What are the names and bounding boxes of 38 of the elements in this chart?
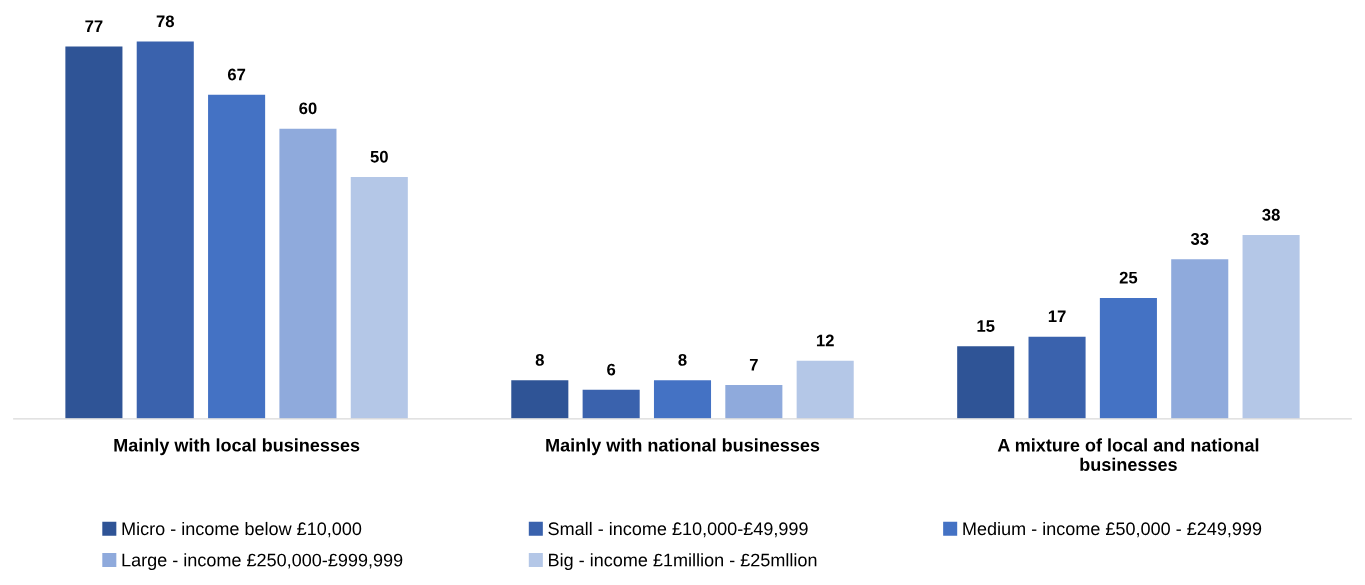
legend-label: Large - income £250,000-£999,999 <box>122 553 403 570</box>
data-label: 25 <box>1119 271 1138 284</box>
data-label: 78 <box>156 15 175 28</box>
bar <box>957 346 1015 419</box>
data-label: 7 <box>749 358 758 371</box>
x-tick-label: Mainly with national businesses <box>546 438 820 456</box>
data-label: 50 <box>370 150 388 163</box>
data-label: 15 <box>977 320 995 332</box>
legend-label: Medium - income £50,000 - £249,999 <box>963 521 1262 538</box>
bar <box>350 177 408 419</box>
bar <box>796 360 854 419</box>
bar <box>1171 259 1229 419</box>
bar <box>582 389 640 419</box>
legend-label: Big - income £1million - £25mllion <box>549 553 817 570</box>
legend-label: Small - income £10,000-£49,999 <box>548 521 808 538</box>
legend-label: Micro - income below £10,000 <box>122 521 362 538</box>
data-label: 67 <box>227 68 246 81</box>
data-label: 8 <box>535 353 544 366</box>
data-label: 17 <box>1048 310 1066 323</box>
data-label: 33 <box>1190 233 1209 245</box>
x-tick-label: A mixture of local and national businesses <box>997 438 1259 472</box>
data-label: 8 <box>678 353 687 366</box>
data-label: 12 <box>816 334 834 347</box>
bar <box>511 380 569 419</box>
data-label: 38 <box>1262 208 1280 221</box>
bar <box>1242 235 1300 419</box>
bar <box>725 385 783 419</box>
bar <box>208 94 266 419</box>
data-label: 60 <box>299 102 317 115</box>
data-label: 77 <box>85 20 103 32</box>
bar <box>136 41 194 419</box>
bar <box>1099 297 1157 419</box>
data-label: 6 <box>607 363 616 376</box>
bar <box>1028 336 1086 419</box>
x-tick-label: Mainly with local businesses <box>114 438 360 456</box>
bar <box>279 128 337 419</box>
bar <box>653 380 712 419</box>
bar <box>65 46 123 419</box>
